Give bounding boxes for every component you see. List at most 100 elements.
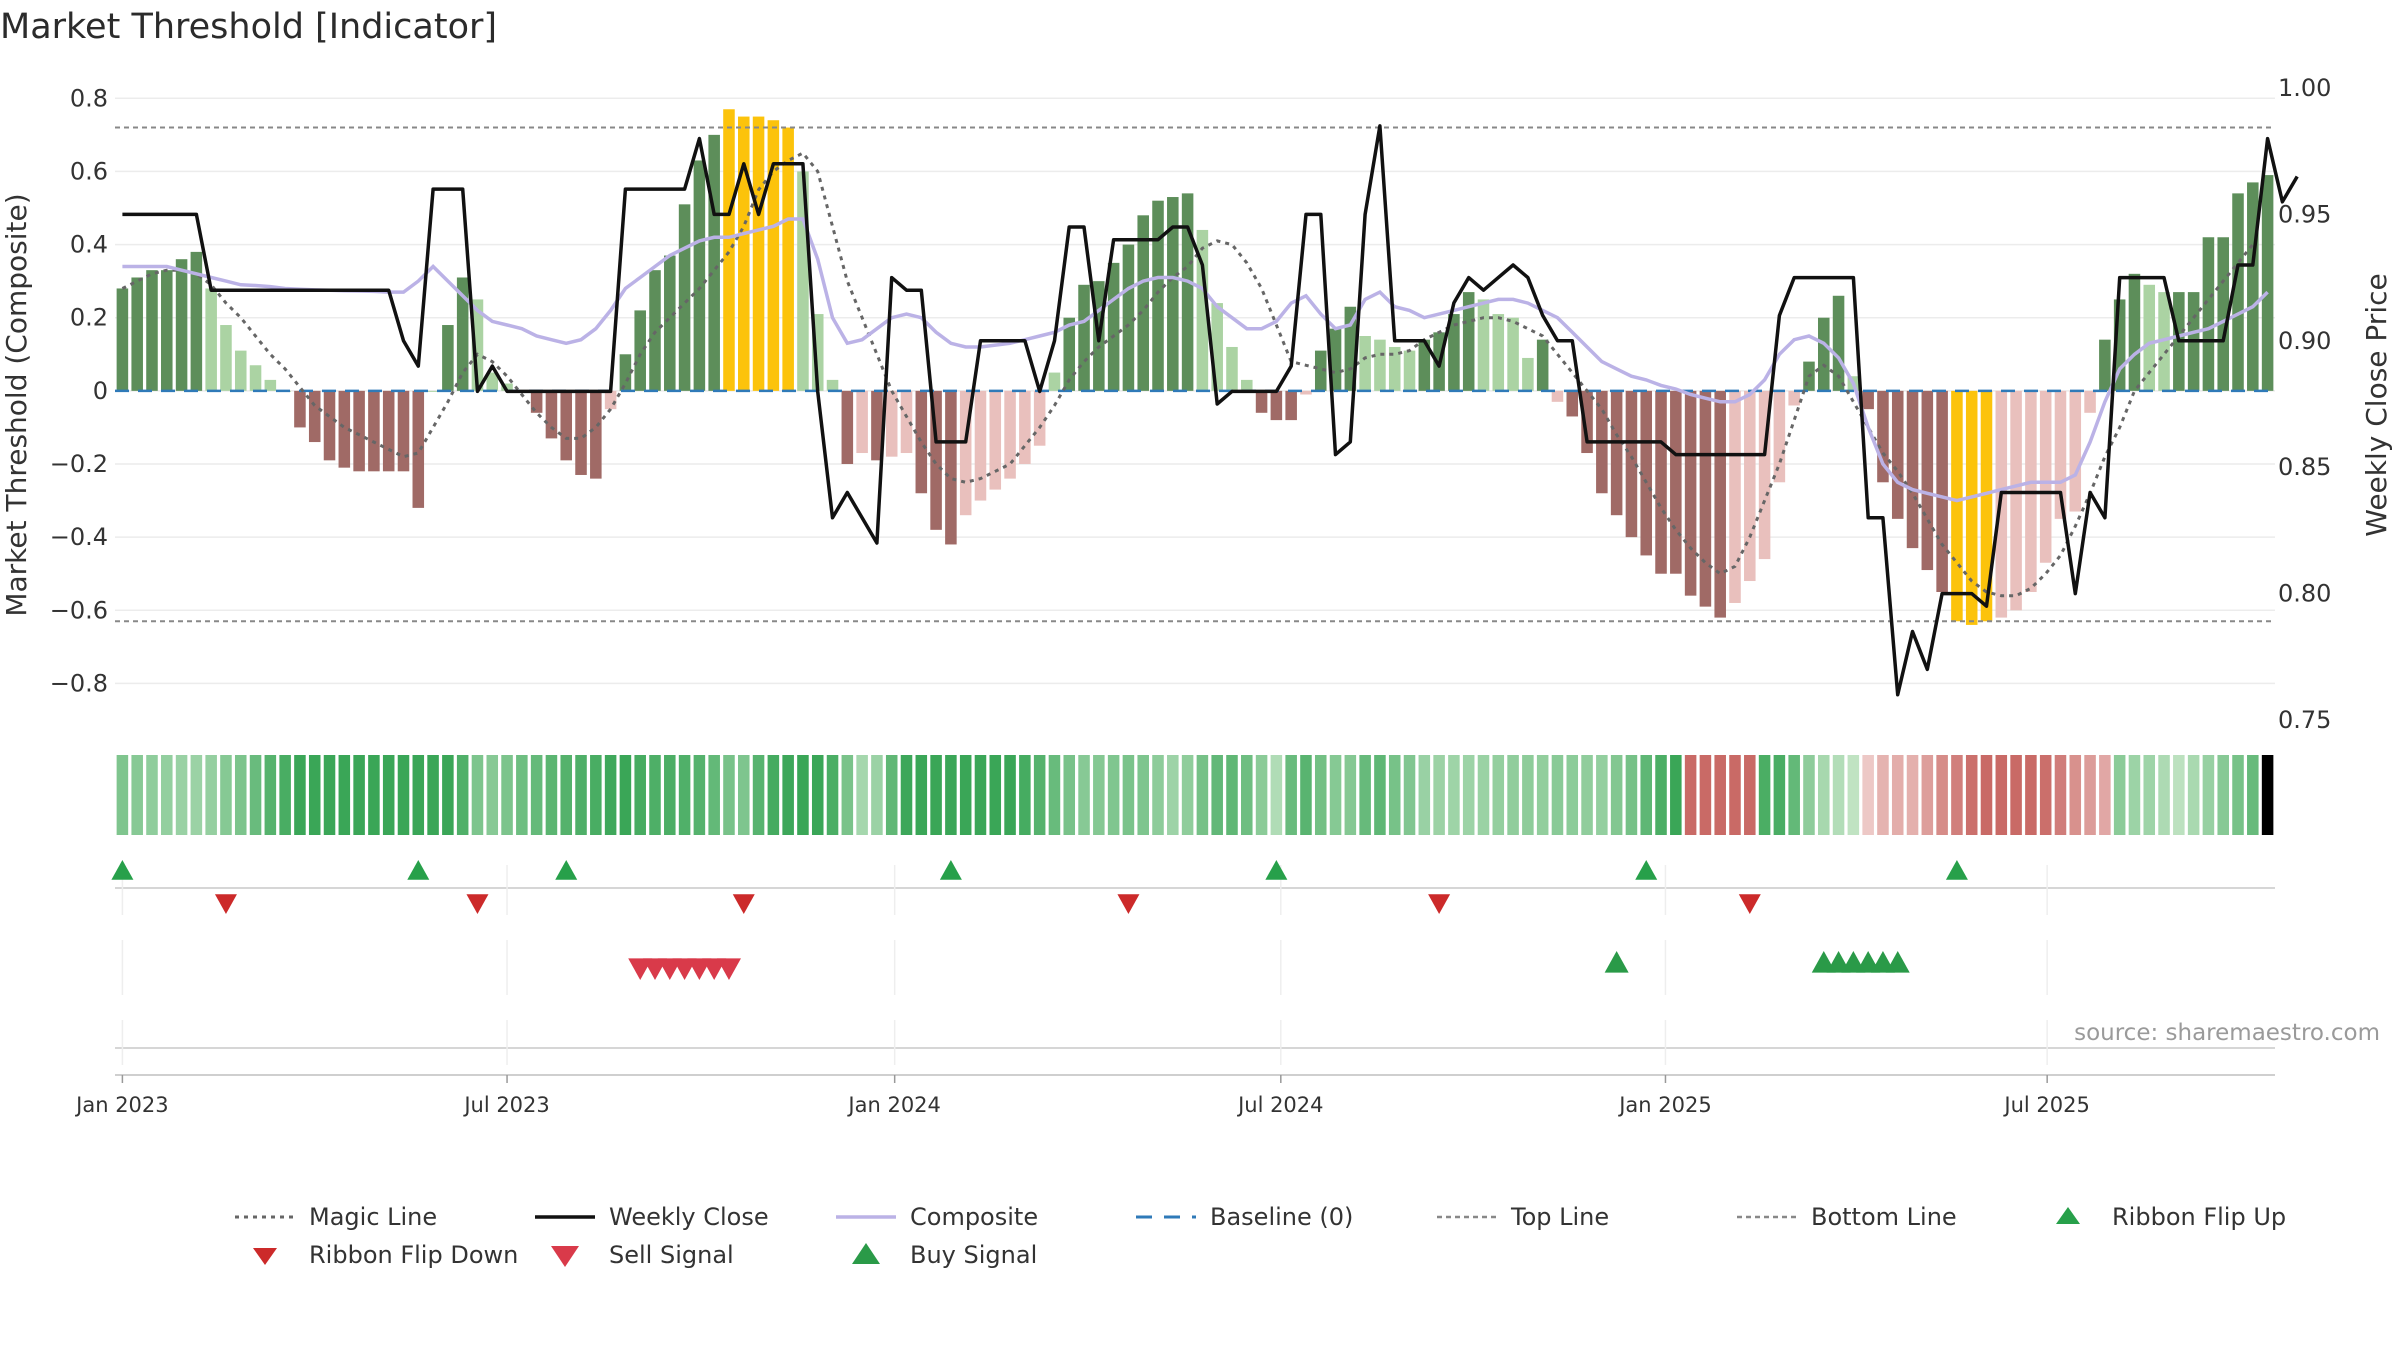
composite-bar [1551, 390, 1564, 402]
composite-bar [1951, 390, 1963, 622]
ribbon-cell [1433, 755, 1445, 835]
ribbon-cell [501, 755, 513, 835]
composite-bar [1684, 390, 1697, 596]
ribbon-cell [1152, 755, 1164, 835]
composite-bar [131, 277, 143, 391]
ribbon-cell [590, 755, 602, 835]
composite-bar [1891, 390, 1904, 519]
ribbon-cell [959, 755, 972, 835]
ribbon-cell [2173, 755, 2185, 835]
composite-bar [1714, 390, 1726, 618]
composite-bar [2054, 390, 2067, 519]
composite-bar [264, 379, 277, 391]
composite-bar [1167, 197, 1179, 391]
composite-bar [1359, 336, 1371, 391]
ribbon-cell [1862, 755, 1874, 835]
composite-bar [2099, 339, 2111, 391]
composite-bar [308, 390, 321, 443]
ribbon-flip-down-marker [1738, 894, 1761, 914]
composite-bar [693, 160, 706, 391]
ribbon-cell [530, 755, 543, 835]
ribbon-flip-down-marker [1117, 894, 1140, 914]
composite-bar [1374, 339, 1386, 391]
composite-bar [767, 120, 780, 391]
composite-bar [161, 270, 173, 391]
composite-bar [1536, 339, 1549, 391]
ribbon-flip-up-marker [555, 860, 578, 880]
composite-bar [856, 390, 868, 454]
ribbon-cell [368, 755, 380, 835]
composite-bar [1122, 244, 1135, 391]
ribbon-cell [1714, 755, 1726, 835]
legend-label: Composite [910, 1203, 1038, 1231]
composite-bar [2143, 284, 2156, 391]
ribbon-cell [1522, 755, 1534, 835]
ribbon-cell [220, 755, 232, 835]
ribbon-flip-down-marker [1428, 894, 1451, 914]
ribbon-cell [2187, 755, 2200, 835]
ribbon-cell [1285, 755, 1297, 835]
composite-bar [471, 299, 484, 391]
ribbon-cell [131, 755, 143, 835]
composite-bar [412, 390, 425, 508]
composite-bar [456, 277, 469, 391]
ribbon-flip-down-marker [466, 894, 489, 914]
ribbon-cell [1063, 755, 1076, 835]
composite-bar [382, 390, 395, 472]
ribbon-cell [545, 755, 558, 835]
ribbon-cell [1951, 755, 1963, 835]
source-note: source: sharemaestro.com [2074, 1020, 2380, 1046]
ribbon-cell [1492, 755, 1505, 835]
ribbon-cell [634, 755, 646, 835]
ribbon-cell [560, 755, 573, 835]
composite-bar [1181, 193, 1194, 391]
ribbon-cell [2158, 755, 2170, 835]
ribbon-cell [841, 755, 854, 835]
ribbon-cell [693, 755, 706, 835]
ribbon-cell [2202, 755, 2215, 835]
composite-bar [2010, 390, 2022, 611]
buy-signal-marker [1885, 951, 1910, 973]
composite-bar [1226, 346, 1238, 391]
composite-bar [619, 354, 632, 391]
composite-bar [1448, 314, 1460, 391]
ribbon-cell [1980, 755, 1993, 835]
ribbon-cell [1832, 755, 1845, 835]
right-axis-label: Weekly Close Price [2360, 273, 2393, 536]
composite-bar [1211, 303, 1223, 391]
ribbon-cell [471, 755, 484, 835]
ribbon-cell [1921, 755, 1934, 835]
ribbon-cell [885, 755, 898, 835]
ribbon-cell [1536, 755, 1549, 835]
composite-bar [353, 390, 365, 472]
ribbon-cell [1625, 755, 1638, 835]
series-lines [115, 124, 2299, 697]
ribbon-cell [1033, 755, 1046, 835]
ribbon-cell [2069, 755, 2082, 835]
ribbon-cell [1122, 755, 1135, 835]
composite-bar [1388, 346, 1401, 391]
ribbon-cell [1847, 755, 1860, 835]
composite-bar [2128, 273, 2141, 391]
ribbon-flip-up-marker [1635, 860, 1658, 880]
composite-bar [1965, 390, 1978, 625]
composite-bar [1610, 390, 1623, 516]
ribbon-cell [2143, 755, 2156, 835]
composite-bar [1758, 390, 1771, 560]
composite-bar [1078, 284, 1090, 391]
ribbon-cell [1255, 755, 1268, 835]
composite-bar [1788, 390, 1800, 406]
ribbon-flip-up-marker [1945, 860, 1968, 880]
ribbon-cell [811, 755, 824, 835]
ribbon-cell [234, 755, 247, 835]
right-tick-label: 0.90 [2278, 327, 2331, 355]
composite-bar [545, 390, 558, 439]
composite-bar [1492, 314, 1505, 391]
ribbon-cell [1891, 755, 1904, 835]
ribbon-cell [723, 755, 735, 835]
chart-title: Market Threshold [Indicator] [0, 7, 497, 47]
ribbon-cell [1581, 755, 1593, 835]
right-tick-label: 0.75 [2278, 706, 2331, 734]
ribbon-cell [1211, 755, 1223, 835]
ribbon-cell [1936, 755, 1948, 835]
